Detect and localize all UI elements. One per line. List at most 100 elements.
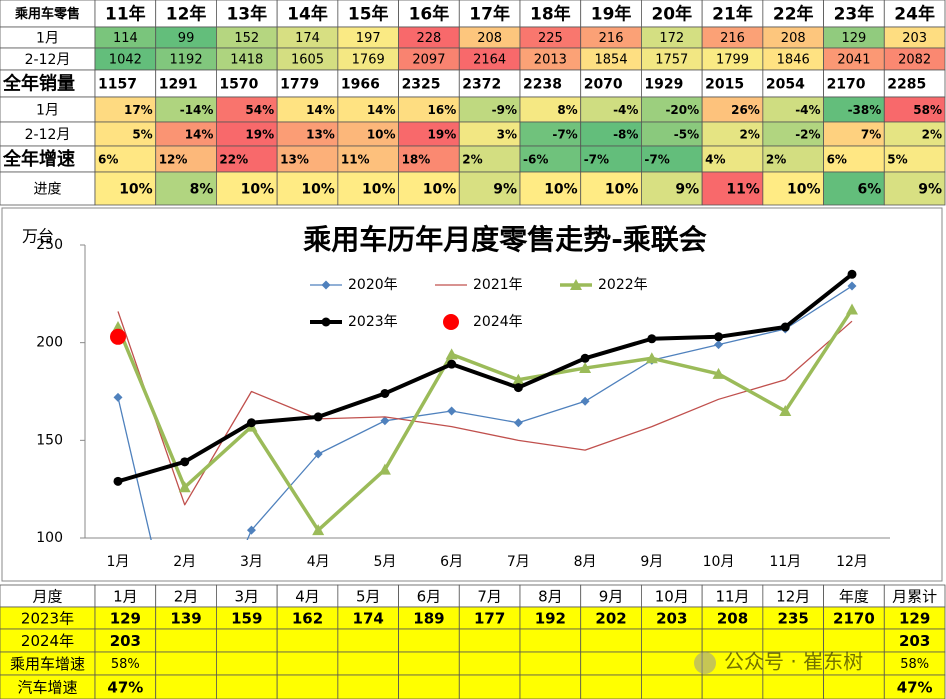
table-cell — [580, 628, 642, 653]
legend-label: 2024年 — [473, 314, 523, 330]
cell-text: 189 — [413, 610, 444, 628]
cell-text: 22% — [219, 153, 248, 167]
point — [113, 476, 123, 486]
point — [180, 457, 190, 467]
cell-text: 1799 — [716, 53, 749, 68]
cell-text: 2170 — [833, 610, 875, 628]
cell-text: 174 — [353, 610, 384, 628]
cell-text: 1570 — [219, 77, 258, 93]
cell-text: 11月 — [715, 588, 749, 606]
series-line — [117, 272, 854, 484]
series-line — [116, 308, 854, 532]
legend-marker — [321, 280, 331, 290]
table-cell — [458, 674, 521, 699]
table-cell — [276, 0, 339, 28]
table-cell — [641, 628, 703, 653]
cell-text: 年度 — [839, 588, 869, 606]
table-cell — [883, 171, 946, 206]
x-tick-label: 8月 — [574, 554, 597, 570]
table-cell — [701, 69, 764, 98]
table-cell — [580, 651, 642, 676]
cell-text: 192 — [535, 610, 566, 628]
legend-marker — [570, 279, 582, 290]
table-cell — [458, 96, 521, 123]
point — [714, 332, 724, 342]
cell-text: 10% — [241, 182, 275, 198]
cell-text: 2% — [462, 153, 482, 167]
point — [847, 269, 857, 279]
legend-label: 2021年 — [473, 277, 523, 293]
table-cell — [519, 651, 582, 676]
cell-text: 202 — [595, 610, 626, 628]
table-cell — [458, 121, 521, 147]
cell-text: 17% — [124, 103, 153, 117]
cell-text: 2013 — [534, 53, 567, 68]
cell-text: 1月 — [113, 588, 138, 606]
cell-text: 8% — [190, 182, 214, 198]
cell-text: 228 — [417, 31, 442, 46]
cell-text: 2164 — [473, 53, 506, 68]
cell-text: 2070 — [584, 77, 623, 93]
table-cell — [337, 628, 399, 653]
cell-text: 11% — [726, 182, 760, 198]
row-label: 全年销量 — [2, 73, 75, 95]
table-cell — [701, 145, 764, 173]
point — [580, 396, 590, 406]
point — [246, 418, 256, 428]
cell-text: 6% — [827, 153, 847, 167]
x-tick-label: 9月 — [640, 554, 663, 570]
cell-text: 1769 — [352, 53, 385, 68]
legend-label: 2023年 — [348, 314, 398, 330]
table-cell — [580, 96, 642, 123]
cell-text: 23年 — [834, 4, 875, 25]
x-tick-label: 3月 — [240, 554, 263, 570]
series-line — [117, 311, 853, 506]
point — [246, 525, 256, 535]
cell-text: 2015 — [705, 77, 744, 93]
cell-text: 11% — [341, 153, 370, 167]
table-cell — [580, 69, 642, 98]
cell-text: 1157 — [98, 77, 137, 93]
table-cell — [701, 171, 764, 206]
cell-text: -6% — [523, 153, 548, 167]
table-cell — [216, 651, 278, 676]
cell-text: 13年 — [226, 4, 267, 25]
table-cell — [216, 96, 278, 123]
cell-text: 1042 — [109, 53, 142, 68]
table-cell — [337, 674, 399, 699]
cell-text: 99 — [178, 31, 195, 46]
cell-text: 1779 — [280, 77, 319, 93]
cell-text: 12% — [159, 153, 188, 167]
cell-text: 162 — [292, 610, 323, 628]
cell-text: 58% — [913, 103, 942, 117]
cell-text: -5% — [674, 128, 699, 142]
cell-text: 58% — [900, 657, 929, 672]
legend-label: 2022年 — [598, 277, 648, 293]
y-tick-label: 100 — [36, 530, 63, 546]
x-tick-label: 10月 — [703, 554, 735, 570]
cell-text: 1418 — [230, 53, 263, 68]
legend-marker — [443, 314, 459, 330]
table-cell — [701, 674, 764, 699]
table-cell — [762, 0, 824, 28]
cell-text: 47% — [897, 679, 933, 697]
table-cell — [216, 628, 278, 653]
point — [178, 481, 191, 493]
table-cell — [519, 171, 582, 206]
cell-text: 6% — [98, 153, 118, 167]
table-cell — [398, 145, 460, 173]
table-cell — [276, 69, 339, 98]
cell-text: 10% — [787, 182, 821, 198]
table-cell — [155, 651, 217, 676]
table-cell — [155, 171, 217, 206]
table-cell — [762, 121, 824, 147]
table-cell — [519, 69, 582, 98]
cell-text: 14% — [367, 103, 396, 117]
watermark: 公众号 · 崔东树 — [694, 650, 863, 674]
point — [113, 392, 123, 402]
point — [445, 348, 458, 360]
cell-text: 6% — [858, 182, 882, 198]
cell-text: 7月 — [477, 588, 502, 606]
table-cell — [216, 171, 278, 206]
row-label: 2024年 — [21, 632, 74, 650]
